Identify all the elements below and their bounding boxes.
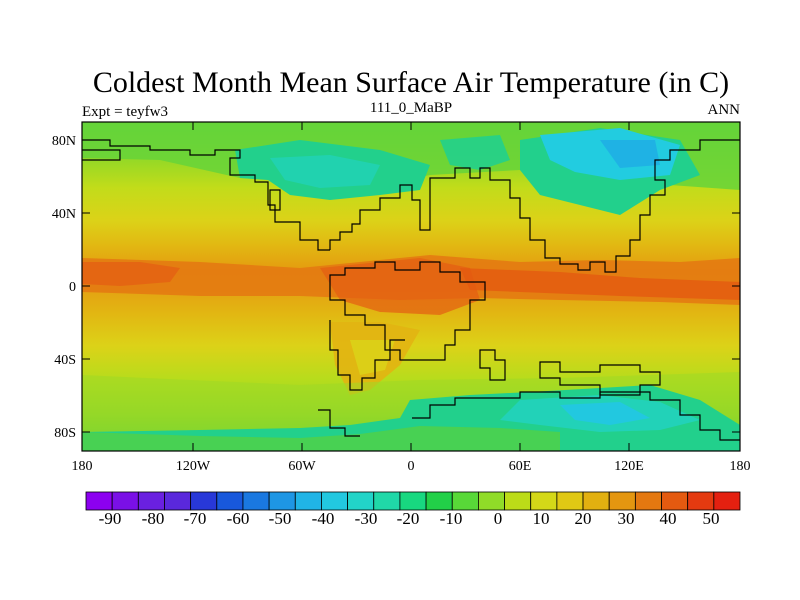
colorbar-swatch bbox=[268, 491, 296, 511]
colorbar-label: 40 bbox=[660, 509, 677, 528]
colorbar-swatch bbox=[451, 491, 479, 511]
colorbar-swatch bbox=[321, 491, 349, 511]
lat-label: 80S bbox=[54, 426, 76, 441]
colorbar-swatch bbox=[556, 491, 584, 511]
colorbar-labels: -90 -80 -70 -60 -50 -40 -30 -20 -10 0 10… bbox=[99, 509, 720, 528]
colorbar-swatch bbox=[85, 491, 113, 511]
lon-label: 0 bbox=[408, 459, 415, 474]
lat-label: 0 bbox=[69, 280, 76, 295]
colorbar-label: -30 bbox=[355, 509, 378, 528]
colorbar-swatch bbox=[713, 491, 741, 511]
colorbar-label: -20 bbox=[397, 509, 420, 528]
colorbar-swatch bbox=[477, 491, 505, 511]
lon-label: 60E bbox=[509, 459, 532, 474]
experiment-label: Expt = teyfw3 bbox=[82, 104, 168, 120]
colorbar-swatch bbox=[164, 491, 192, 511]
lon-label: 120W bbox=[176, 459, 211, 474]
colorbar-swatch bbox=[111, 491, 139, 511]
lat-ticks bbox=[82, 122, 740, 451]
colorbar-label: 0 bbox=[494, 509, 503, 528]
colorbar-swatch bbox=[661, 491, 689, 511]
colorbar-swatch bbox=[634, 491, 662, 511]
lat-labels: 80N 40N 0 40S 80S bbox=[52, 134, 76, 441]
colorbar-swatch bbox=[687, 491, 715, 511]
colorbar-label: 50 bbox=[703, 509, 720, 528]
colorbar-label: -90 bbox=[99, 509, 122, 528]
colorbar-swatch bbox=[425, 491, 453, 511]
colorbar-label: -40 bbox=[312, 509, 335, 528]
colorbar-swatch bbox=[347, 491, 375, 511]
lat-label: 80N bbox=[52, 134, 76, 149]
colorbar-swatch bbox=[608, 491, 636, 511]
colorbar-swatch bbox=[294, 491, 322, 511]
lat-label: 40S bbox=[54, 353, 76, 368]
season-label: ANN bbox=[708, 102, 741, 118]
colorbar-label: 30 bbox=[618, 509, 635, 528]
colorbar-swatch bbox=[582, 491, 610, 511]
lon-label: 180 bbox=[730, 459, 751, 474]
colorbar-label: 10 bbox=[533, 509, 550, 528]
colorbar-swatch bbox=[373, 491, 401, 511]
colorbar-swatch bbox=[242, 491, 270, 511]
map-field bbox=[82, 122, 740, 451]
colorbar-label: -70 bbox=[184, 509, 207, 528]
lon-label: 180 bbox=[72, 459, 93, 474]
colorbar bbox=[85, 491, 741, 511]
map-title: Coldest Month Mean Surface Air Temperatu… bbox=[93, 66, 729, 99]
colorbar-swatch bbox=[216, 491, 244, 511]
colorbar-label: -60 bbox=[227, 509, 250, 528]
time-label: 111_0_MaBP bbox=[370, 100, 452, 116]
lon-label: 60W bbox=[288, 459, 316, 474]
lat-label: 40N bbox=[52, 207, 76, 222]
coastlines bbox=[82, 139, 740, 441]
lon-labels: 180 120W 60W 0 60E 120E 180 bbox=[72, 459, 751, 474]
colorbar-label: 20 bbox=[575, 509, 592, 528]
colorbar-label: -10 bbox=[440, 509, 463, 528]
colorbar-label: -80 bbox=[142, 509, 165, 528]
colorbar-swatch bbox=[137, 491, 165, 511]
colorbar-swatch bbox=[530, 491, 558, 511]
colorbar-swatch bbox=[399, 491, 427, 511]
colorbar-swatch bbox=[504, 491, 532, 511]
colorbar-swatch bbox=[190, 491, 218, 511]
colorbar-label: -50 bbox=[269, 509, 292, 528]
lon-label: 120E bbox=[614, 459, 644, 474]
